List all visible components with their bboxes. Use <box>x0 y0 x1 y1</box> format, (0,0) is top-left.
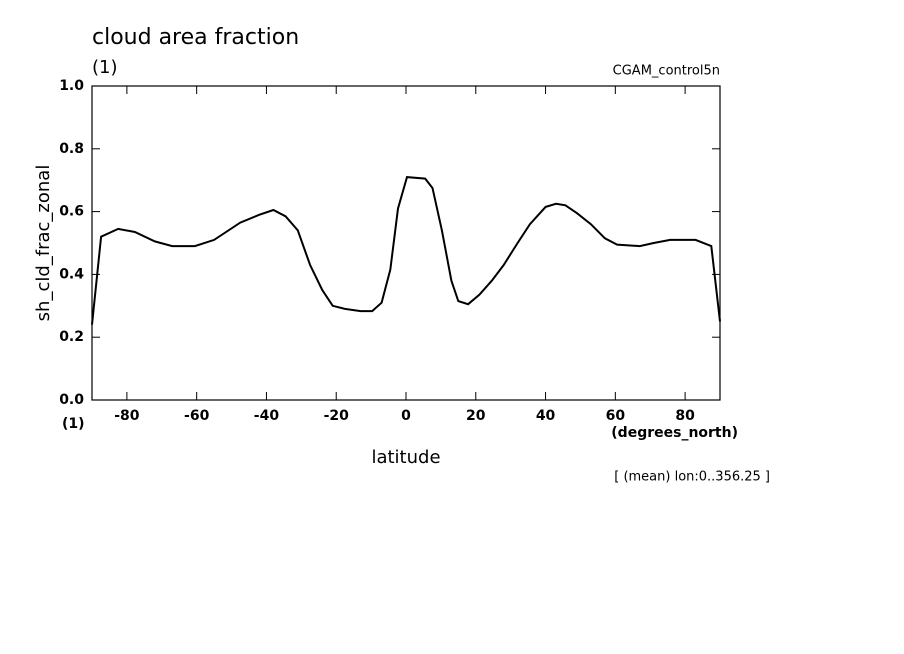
units-label: (1) <box>92 57 118 78</box>
y-units-label: (1) <box>62 416 85 432</box>
y-axis-label: sh_cld_frac_zonal <box>33 165 54 322</box>
run-label: CGAM_control5n <box>613 64 720 79</box>
x-axis-label: latitude <box>371 447 440 468</box>
x-tick-label: -40 <box>254 408 280 424</box>
x-tick-label: 20 <box>466 408 486 424</box>
y-tick-label: 0.2 <box>59 329 84 345</box>
y-tick-label: 0.4 <box>59 266 84 282</box>
x-tick-label: 0 <box>401 408 411 424</box>
y-tick-label: 1.0 <box>59 78 84 94</box>
x-tick-label: 80 <box>675 408 695 424</box>
x-tick-label: -80 <box>114 408 140 424</box>
y-tick-label: 0.0 <box>59 392 84 408</box>
x-tick-label: -20 <box>324 408 350 424</box>
plot-frame <box>91 85 721 401</box>
x-units-label: (degrees_north) <box>611 425 738 441</box>
chart-title: cloud area fraction <box>92 25 299 50</box>
x-tick-label: 60 <box>606 408 626 424</box>
x-tick-label: 40 <box>536 408 556 424</box>
note: [ (mean) lon:0..356.25 ] <box>614 470 770 485</box>
y-tick-label: 0.8 <box>59 141 84 157</box>
x-tick-label: -60 <box>184 408 210 424</box>
data-line <box>91 176 721 325</box>
y-tick-label: 0.6 <box>59 204 84 220</box>
